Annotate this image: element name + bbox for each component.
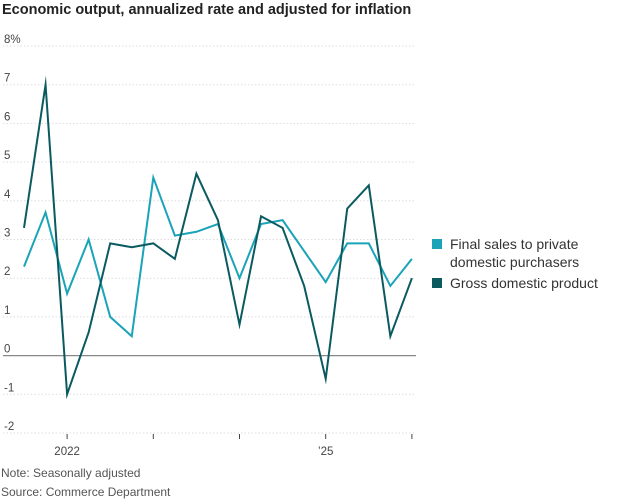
x-tick-label: ’25 <box>318 446 333 458</box>
legend-label: Gross domestic product <box>450 275 598 291</box>
legend: Final sales to private domestic purchaser… <box>432 236 598 291</box>
y-tick-label: 4 <box>4 189 11 201</box>
series-lines <box>23 75 413 400</box>
y-tick-label: 8% <box>4 34 21 46</box>
legend-swatch <box>432 239 442 249</box>
y-tick-label: 0 <box>4 344 10 356</box>
note-text: Note: Seasonally adjusted <box>1 466 141 480</box>
legend-label: domestic purchasers <box>450 254 579 270</box>
y-tick-label: 1 <box>4 305 10 317</box>
y-axis-tick-labels: 8% 7 6 5 4 3 2 1 0 -1 -2 <box>4 34 21 433</box>
y-tick-label: 3 <box>4 228 10 240</box>
legend-label: Final sales to private <box>450 236 579 252</box>
x-axis-ticks: 2022 ’25 <box>54 434 413 458</box>
y-tick-label: 6 <box>4 111 10 123</box>
y-tick-label: 5 <box>4 150 10 162</box>
y-tick-label: -1 <box>4 382 14 394</box>
y-tick-label: -2 <box>4 421 14 433</box>
x-tick-label: 2022 <box>54 446 80 458</box>
legend-swatch <box>432 278 442 288</box>
series-line-gdp <box>23 75 413 400</box>
source-text: Source: Commerce Department <box>1 485 171 499</box>
y-tick-label: 7 <box>4 73 10 85</box>
y-tick-label: 2 <box>4 266 10 278</box>
chart-title: Economic output, annualized rate and adj… <box>2 2 412 18</box>
